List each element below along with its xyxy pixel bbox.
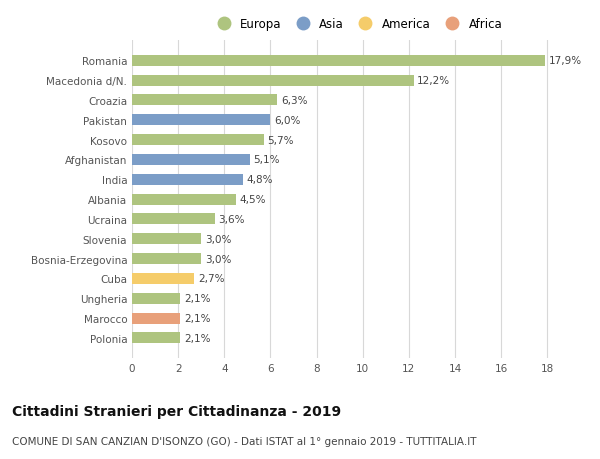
Legend: Europa, Asia, America, Africa: Europa, Asia, America, Africa <box>209 16 505 33</box>
Text: 5,1%: 5,1% <box>253 155 280 165</box>
Bar <box>132 333 181 344</box>
Bar <box>132 75 413 86</box>
Text: 6,3%: 6,3% <box>281 96 307 106</box>
Text: 2,1%: 2,1% <box>184 294 211 303</box>
Bar <box>132 56 545 67</box>
Bar <box>132 95 277 106</box>
Text: 3,0%: 3,0% <box>205 234 231 244</box>
Text: 17,9%: 17,9% <box>548 56 581 66</box>
Text: 2,1%: 2,1% <box>184 313 211 324</box>
Text: COMUNE DI SAN CANZIAN D'ISONZO (GO) - Dati ISTAT al 1° gennaio 2019 - TUTTITALIA: COMUNE DI SAN CANZIAN D'ISONZO (GO) - Da… <box>12 436 476 446</box>
Bar <box>132 274 194 284</box>
Text: 5,7%: 5,7% <box>267 135 293 146</box>
Text: Cittadini Stranieri per Cittadinanza - 2019: Cittadini Stranieri per Cittadinanza - 2… <box>12 404 341 418</box>
Text: 4,8%: 4,8% <box>246 175 273 185</box>
Text: 12,2%: 12,2% <box>417 76 450 86</box>
Text: 3,0%: 3,0% <box>205 254 231 264</box>
Text: 3,6%: 3,6% <box>218 214 245 224</box>
Bar <box>132 135 263 146</box>
Bar <box>132 293 181 304</box>
Bar <box>132 155 250 166</box>
Bar <box>132 214 215 225</box>
Text: 4,5%: 4,5% <box>239 195 266 205</box>
Bar <box>132 194 236 205</box>
Text: 2,7%: 2,7% <box>198 274 224 284</box>
Bar <box>132 174 243 185</box>
Text: 6,0%: 6,0% <box>274 116 300 125</box>
Bar <box>132 253 201 264</box>
Bar <box>132 115 271 126</box>
Bar <box>132 313 181 324</box>
Bar <box>132 234 201 245</box>
Text: 2,1%: 2,1% <box>184 333 211 343</box>
